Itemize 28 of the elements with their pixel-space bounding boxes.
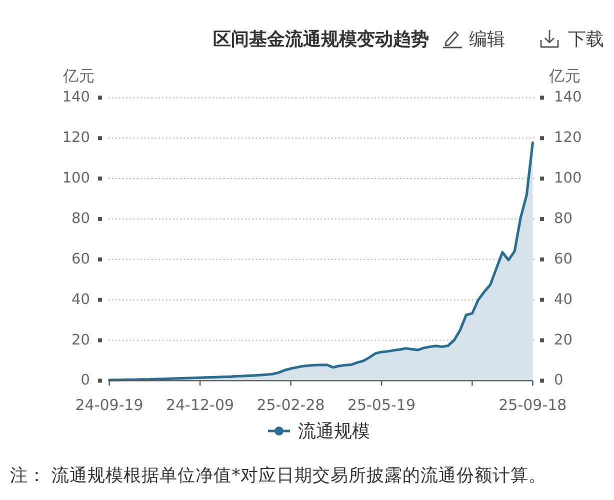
text: 注： 流通规模根据单位净值*对应日期交易所披露的流通份额计算。 [10,465,546,486]
x-tick-label: 25-05-19 [347,396,416,414]
y-tick-label: 40 [72,292,90,308]
y2-tick-label: 80 [554,210,572,227]
y-tick-label: 20 [72,332,90,348]
y2-tick-label: 60 [554,251,572,268]
x-tick-label: 25-09-18 [498,396,567,414]
y2-tick-label: 100 [554,170,582,187]
y2-tick-label: 40 [554,292,572,308]
x-tick-label: 24-09-19 [75,396,144,414]
y-tick-label: 120 [62,130,90,146]
y-axis-title: 亿元 [62,67,95,85]
y2-tick-label: 140 [554,90,582,106]
y-tick-label: 80 [72,210,90,227]
y2-axis-title: 亿元 [548,67,581,85]
y2-tick-label: 20 [554,332,572,348]
y-tick-label: 0 [80,372,90,389]
text: 编辑 [469,28,505,50]
text: 下载 [568,28,604,50]
x-tick-label: 25-02-28 [256,396,325,414]
y-tick-label: 60 [72,251,90,268]
legend-label: 流通规模 [298,420,370,442]
y2-tick-label: 120 [554,130,582,146]
y-tick-label: 140 [62,90,90,106]
y-tick-label: 100 [62,170,90,187]
x-tick-label: 24-12-09 [166,396,234,414]
y2-tick-label: 0 [554,372,564,389]
chart-title: 区间基金流通规模变动趋势 [213,28,429,50]
